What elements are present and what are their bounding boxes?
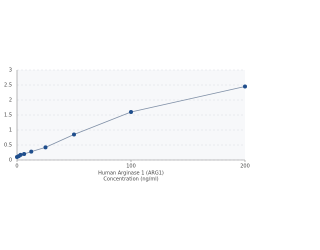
data-point [18,152,23,157]
chart: Human Arginase 1 (ARG1) Concentration (n… [4,68,250,183]
data-point [129,110,133,114]
data-point [72,132,76,137]
data-point [22,152,27,156]
data-point [243,84,247,89]
data-point [29,149,34,154]
y-tick-label: 3 [9,68,12,74]
y-tick-label: 0.5 [4,143,12,149]
x-axis-label: Human Arginase 1 (ARG1) [98,171,164,177]
x-tick-label: 200 [240,164,250,170]
data-point [43,145,48,150]
y-tick-label: 1.5 [4,113,12,119]
y-tick-label: 2 [9,98,12,104]
x-tick-label: 100 [126,164,136,170]
y-tick-label: 0 [9,158,12,164]
x-axis-label: Concentration (ng/ml) [103,177,158,183]
y-tick-label: 2.5 [4,83,12,89]
y-tick-label: 1 [9,128,12,134]
x-tick-label: 0 [15,164,18,170]
